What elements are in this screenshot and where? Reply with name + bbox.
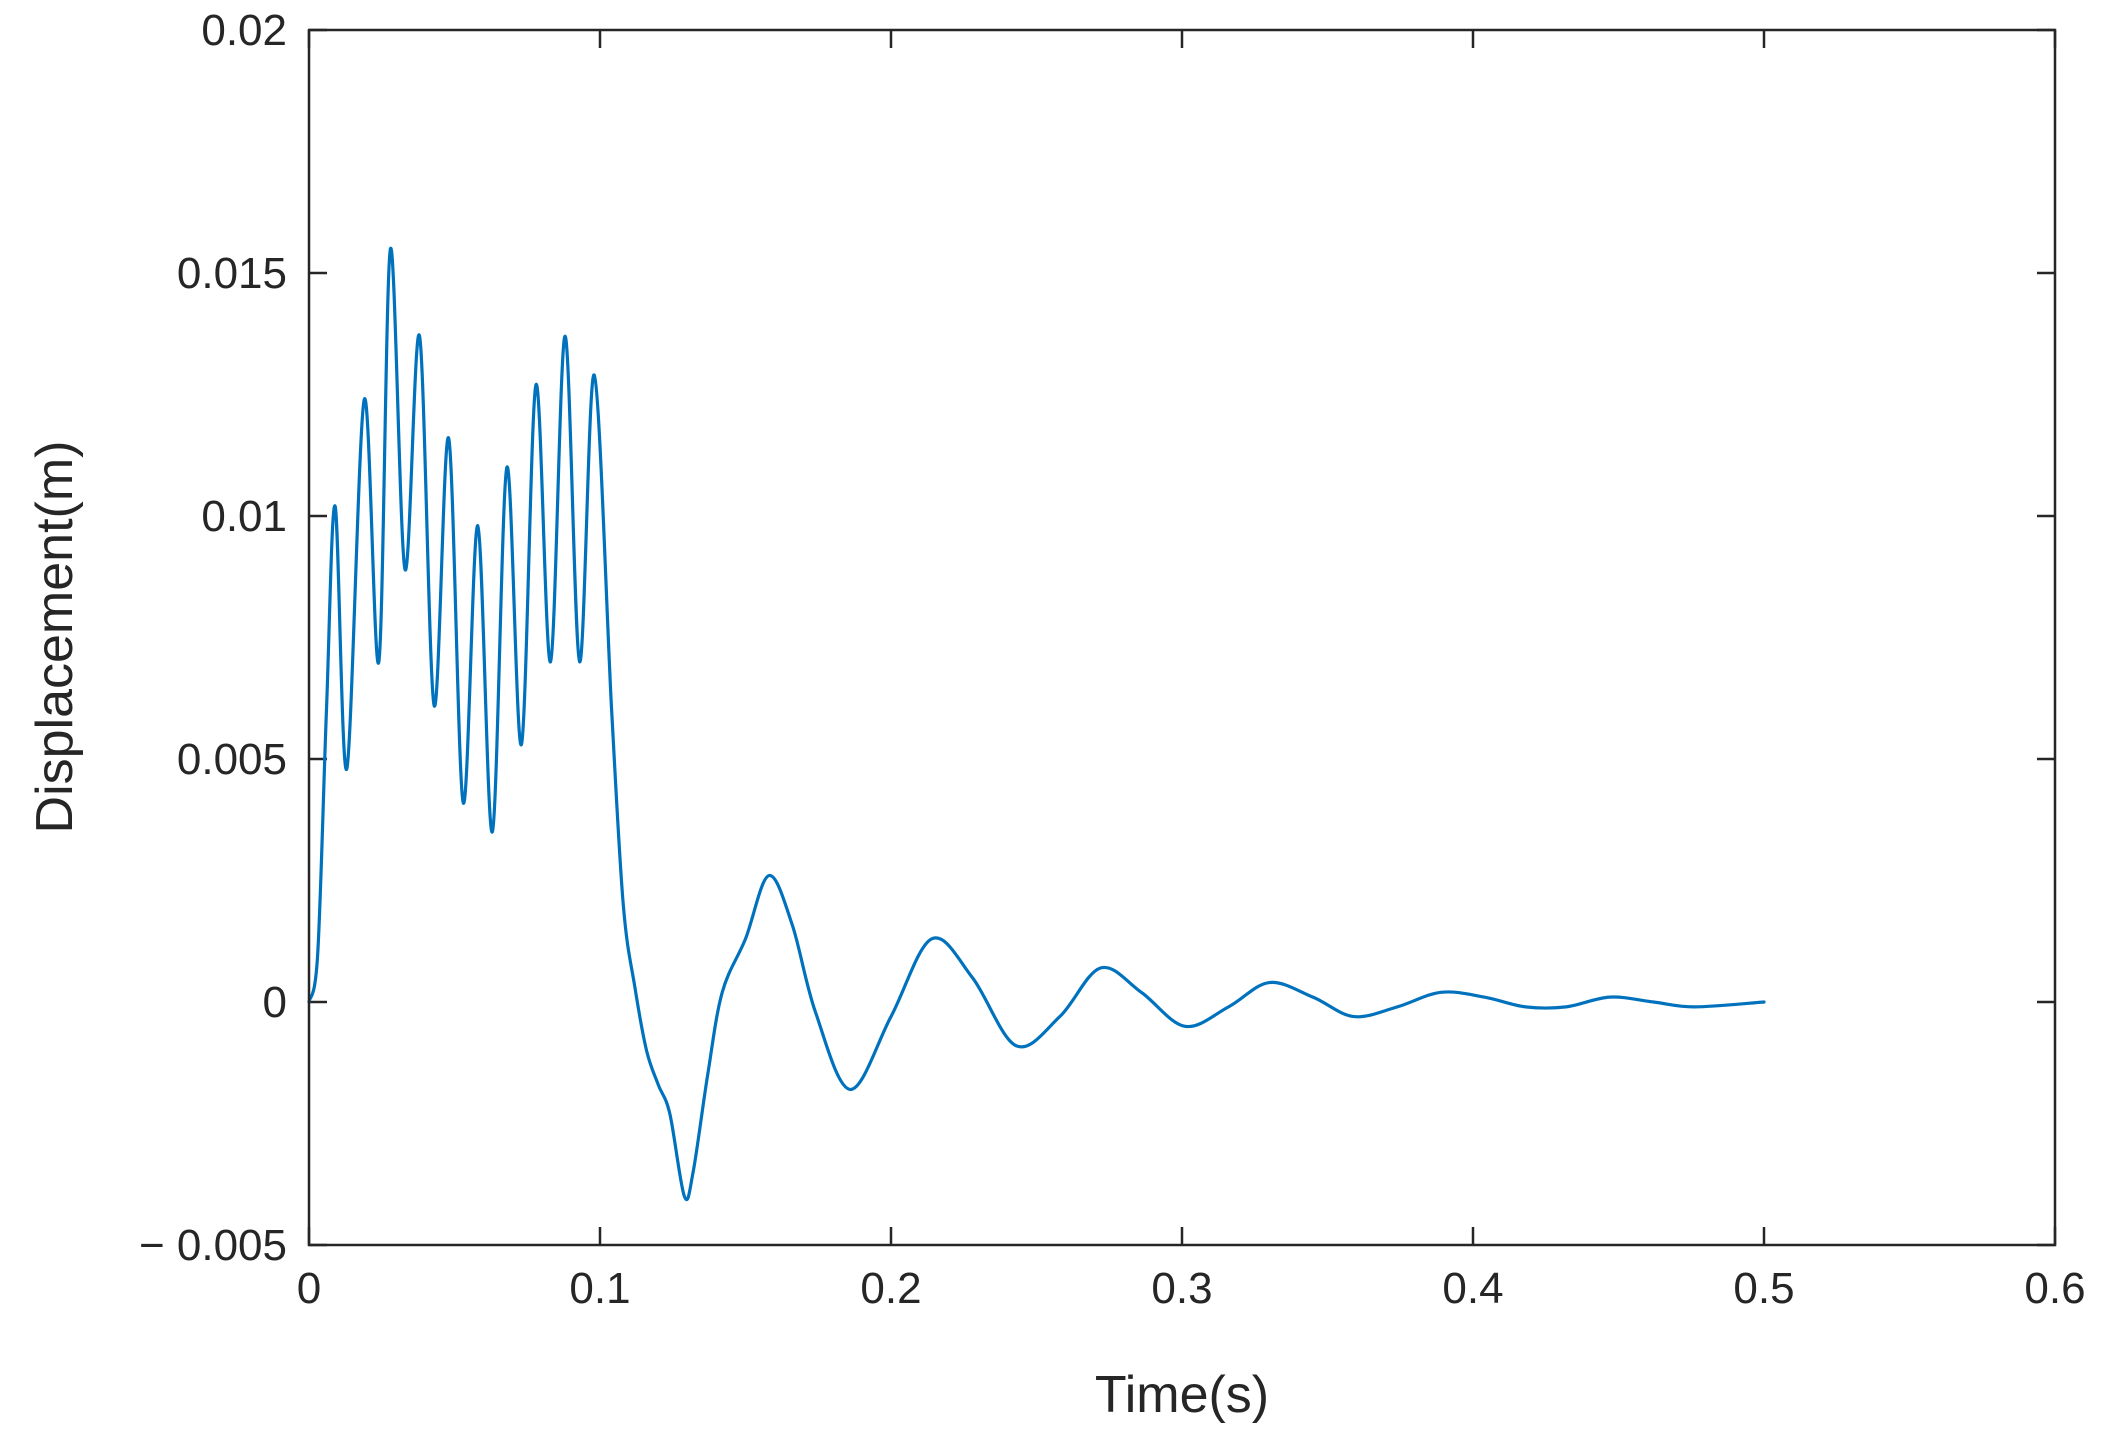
x-axis-title: Time(s) xyxy=(1095,1366,1269,1424)
x-tick-label: 0.2 xyxy=(860,1264,921,1313)
x-tick-label: 0.1 xyxy=(569,1264,630,1313)
y-tick-label: 0 xyxy=(263,978,287,1027)
y-axis-title: Displacement(m) xyxy=(26,441,84,834)
plot-frame xyxy=(307,28,2057,1247)
series-layer xyxy=(307,247,1766,1202)
x-tick-label: 0.6 xyxy=(2024,1264,2085,1313)
x-tick-label: 0.3 xyxy=(1151,1264,1212,1313)
y-tick-label: − 0.005 xyxy=(139,1221,287,1270)
y-tick-label: 0.01 xyxy=(201,492,287,541)
x-tick-label: 0.4 xyxy=(1442,1264,1503,1313)
displacement-series-line xyxy=(307,247,1766,1202)
labels-layer: 0 0.1 0.2 0.3 0.4 0.5 0.6− 0.00500.0050.010.01… xyxy=(139,6,2086,1313)
x-tick-label: 0 xyxy=(297,1264,321,1313)
y-tick-label: 0.02 xyxy=(201,6,287,55)
x-tick-label: 0.5 xyxy=(1733,1264,1794,1313)
y-tick-label: 0.005 xyxy=(177,735,287,784)
y-tick-label: 0.015 xyxy=(177,249,287,298)
